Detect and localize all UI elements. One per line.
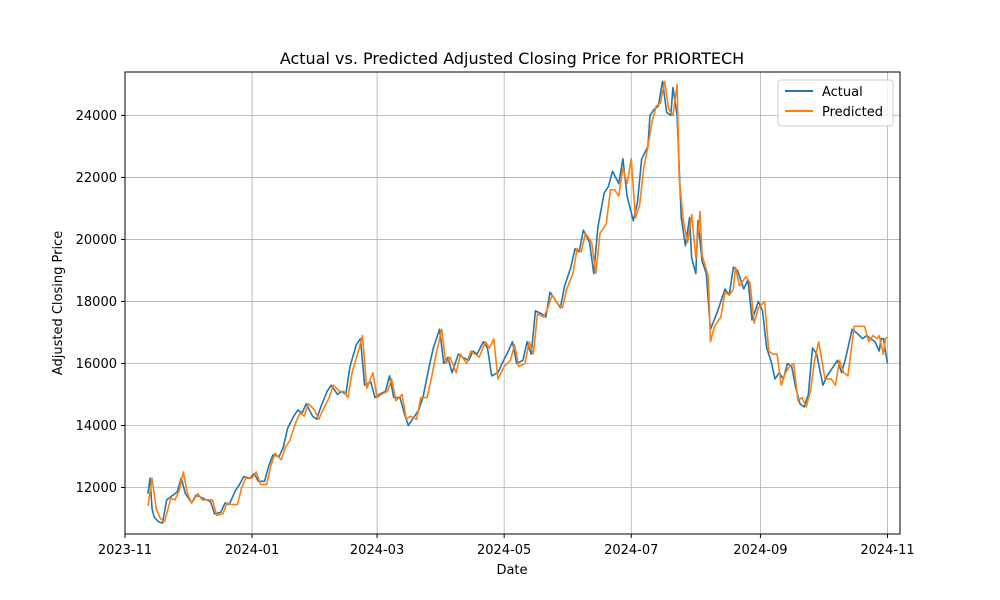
x-tick-label: 2024-09 [733,543,787,558]
y-tick-label: 22000 [76,171,117,186]
y-axis-label: Adjusted Closing Price [51,231,66,375]
x-axis-label: Date [496,563,527,578]
y-tick-label: 14000 [76,419,117,434]
legend-label-predicted: Predicted [822,105,883,120]
plot-frame [124,71,901,535]
grid [124,72,900,534]
chart-title: Actual vs. Predicted Adjusted Closing Pr… [280,49,744,68]
legend-label-actual: Actual [822,85,863,100]
y-axis-ticks: 12000 14000 16000 18000 20000 22000 24000 [76,109,125,496]
x-axis-ticks: 2023-11 2024-01 2024-03 2024-05 2024-07 2024-… [98,534,915,558]
y-tick-label: 16000 [76,357,117,372]
x-tick-label: 2024-01 [225,543,279,558]
series-line-actual [147,80,889,524]
y-tick-label: 12000 [76,481,117,496]
x-tick-label: 2024-03 [350,543,404,558]
legend: Actual Predicted [777,79,894,127]
x-tick-label: 2024-05 [477,543,531,558]
y-tick-label: 18000 [76,295,117,310]
series-lines [147,80,889,524]
series-line-predicted [147,80,888,523]
y-tick-label: 24000 [76,109,117,124]
x-tick-label: 2024-11 [860,543,914,558]
y-tick-label: 20000 [76,233,117,248]
x-tick-label: 2024-07 [604,543,658,558]
x-tick-label: 2023-11 [98,543,152,558]
